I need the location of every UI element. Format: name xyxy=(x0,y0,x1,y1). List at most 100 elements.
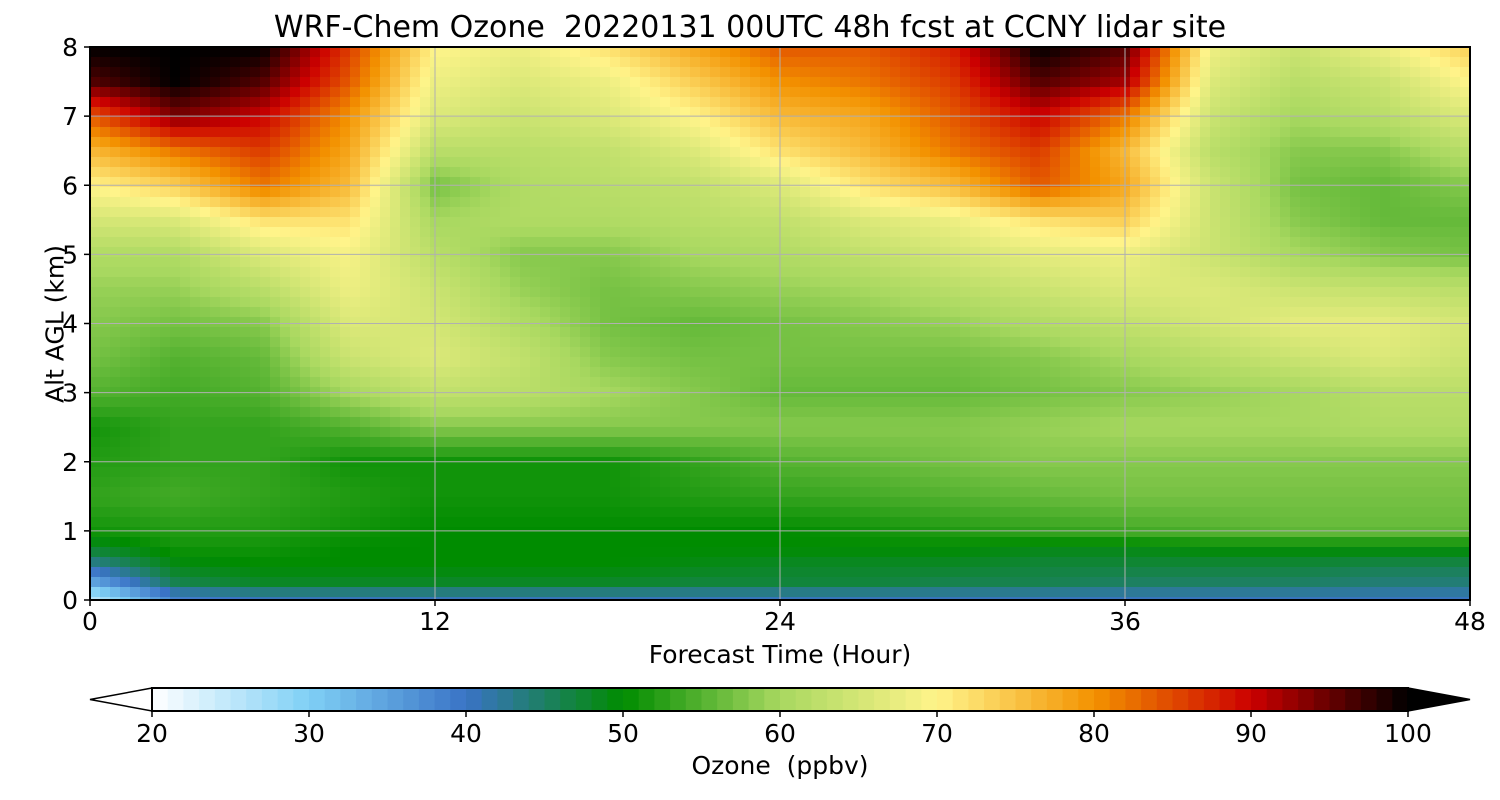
heatmap-cell xyxy=(630,147,641,158)
heatmap-cell xyxy=(800,397,811,408)
heatmap-cell xyxy=(560,177,571,188)
heatmap-cell xyxy=(480,187,491,198)
heatmap-cell xyxy=(300,87,311,98)
heatmap-cell xyxy=(200,457,211,468)
heatmap-cell xyxy=(270,327,281,338)
heatmap-cell xyxy=(930,347,941,358)
heatmap-cell xyxy=(610,247,621,258)
heatmap-cell xyxy=(760,117,771,128)
heatmap-cell xyxy=(190,167,201,178)
heatmap-cell xyxy=(930,357,941,368)
heatmap-cell xyxy=(190,77,201,88)
heatmap-cell xyxy=(540,487,551,498)
heatmap-cell xyxy=(540,477,551,488)
heatmap-cell xyxy=(710,107,721,118)
heatmap-cell xyxy=(330,527,341,538)
heatmap-cell xyxy=(480,287,491,298)
heatmap-cell xyxy=(490,457,501,468)
heatmap-cell xyxy=(570,217,581,228)
heatmap-cell xyxy=(540,367,551,378)
heatmap-cell xyxy=(530,157,541,168)
heatmap-cell xyxy=(580,117,591,128)
heatmap-cell xyxy=(710,207,721,218)
heatmap-cell xyxy=(850,47,861,58)
heatmap-cell xyxy=(120,97,131,108)
heatmap-cell xyxy=(210,177,221,188)
heatmap-cell xyxy=(470,77,481,88)
heatmap-cell xyxy=(360,157,371,168)
heatmap-cell xyxy=(780,447,791,458)
heatmap-cell xyxy=(370,327,381,338)
heatmap-cell xyxy=(410,407,421,418)
heatmap-cell xyxy=(940,87,951,98)
heatmap-cell xyxy=(910,407,921,418)
heatmap-cell xyxy=(330,597,341,601)
heatmap-cell xyxy=(800,177,811,188)
heatmap-cell xyxy=(420,217,431,228)
heatmap-cell xyxy=(410,227,421,238)
heatmap-cell xyxy=(270,207,281,218)
heatmap-cell xyxy=(550,327,561,338)
heatmap-cell xyxy=(850,587,861,598)
heatmap-cell xyxy=(870,467,881,478)
heatmap-cell xyxy=(820,507,831,518)
heatmap-cell xyxy=(980,67,991,78)
heatmap-cell xyxy=(840,227,851,238)
heatmap-cell xyxy=(700,47,711,58)
heatmap-cell xyxy=(140,47,151,58)
heatmap-cell xyxy=(860,97,871,108)
heatmap-cell xyxy=(700,277,711,288)
heatmap-cell xyxy=(260,157,271,168)
heatmap-cell xyxy=(580,137,591,148)
heatmap-cell xyxy=(860,47,871,58)
heatmap-cell xyxy=(870,557,881,568)
heatmap-cell xyxy=(350,127,361,138)
heatmap-cell xyxy=(540,217,551,228)
heatmap-cell xyxy=(610,87,621,98)
heatmap-cell xyxy=(120,537,131,548)
heatmap-cell xyxy=(710,147,721,158)
heatmap-cell xyxy=(810,477,821,488)
heatmap-cell xyxy=(740,557,751,568)
heatmap-cell xyxy=(240,347,251,358)
heatmap-cell xyxy=(420,117,431,128)
heatmap-cell xyxy=(820,117,831,128)
heatmap-cell xyxy=(490,467,501,478)
heatmap-cell xyxy=(960,477,971,488)
heatmap-cell xyxy=(960,237,971,248)
heatmap-cell xyxy=(680,397,691,408)
heatmap-cell xyxy=(250,377,261,388)
heatmap-cell xyxy=(290,327,301,338)
heatmap-cell xyxy=(620,77,631,88)
heatmap-cell xyxy=(120,47,131,58)
heatmap-cell xyxy=(850,457,861,468)
heatmap-cell xyxy=(530,547,541,558)
heatmap-cell xyxy=(520,447,531,458)
heatmap-cell xyxy=(740,597,751,601)
heatmap-cell xyxy=(760,197,771,208)
heatmap-cell xyxy=(250,137,261,148)
heatmap-cell xyxy=(680,417,691,428)
heatmap-cell xyxy=(330,547,341,558)
heatmap-cell xyxy=(630,47,641,58)
heatmap-cell xyxy=(110,527,121,538)
heatmap-cell xyxy=(360,137,371,148)
heatmap-cell xyxy=(460,367,471,378)
heatmap-cell xyxy=(950,407,961,418)
heatmap-cell xyxy=(800,167,811,178)
heatmap-cell xyxy=(530,197,541,208)
heatmap-cell xyxy=(710,157,721,168)
heatmap-cell xyxy=(110,87,121,98)
heatmap-cell xyxy=(260,437,271,448)
heatmap-cell xyxy=(840,437,851,448)
heatmap-cell xyxy=(240,397,251,408)
heatmap-cell xyxy=(940,377,951,388)
heatmap-cell xyxy=(90,367,101,378)
heatmap-cell xyxy=(140,577,151,588)
heatmap-cell xyxy=(500,407,511,418)
heatmap-cell xyxy=(90,427,101,438)
heatmap-cell xyxy=(250,327,261,338)
heatmap-cell xyxy=(770,467,781,478)
heatmap-cell xyxy=(410,107,421,118)
heatmap-cell xyxy=(510,317,521,328)
